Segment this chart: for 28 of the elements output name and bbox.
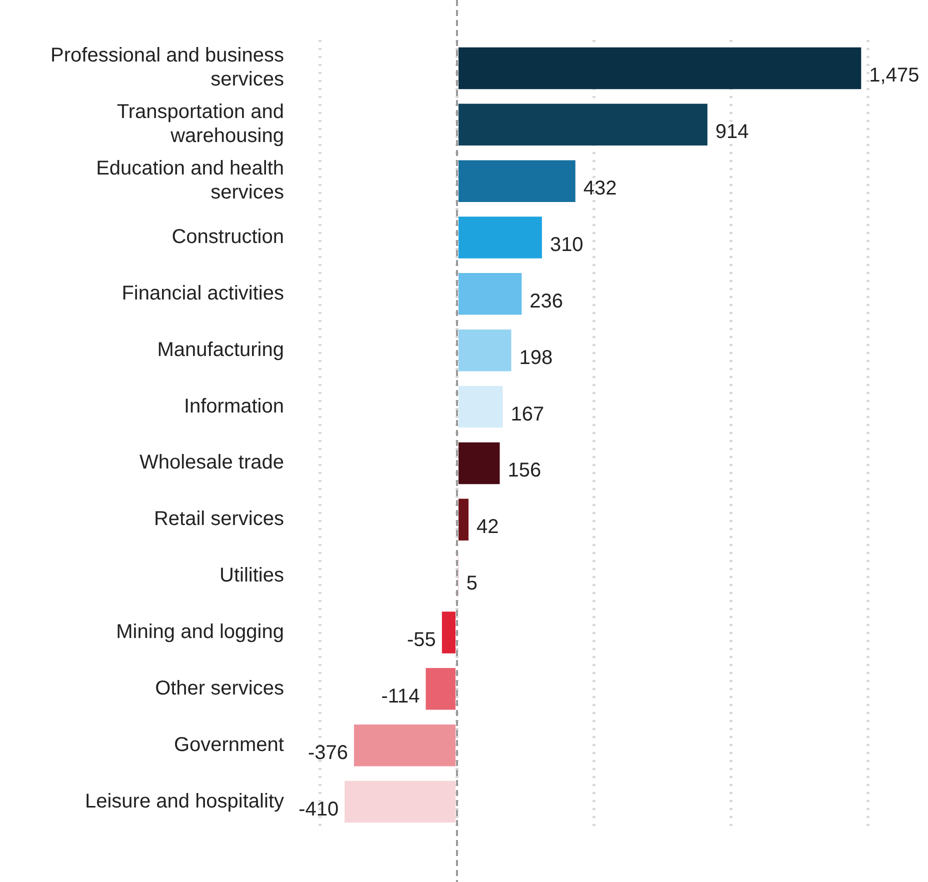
data-label: 432 [583, 178, 617, 200]
y-tick-label: Wholesale trade [139, 452, 284, 474]
data-label: 198 [519, 346, 553, 369]
y-tick-label: Professional and business services [50, 44, 284, 91]
data-label: -114 [381, 685, 420, 708]
y-tick-label: Utilities [220, 564, 284, 587]
y-tick-label: Information [184, 395, 284, 418]
data-label: 5 [466, 572, 478, 595]
data-label: 167 [510, 403, 544, 426]
data-label: -376 [308, 742, 348, 764]
data-label: 310 [550, 234, 584, 256]
data-label: 156 [508, 460, 542, 482]
y-tick-label: Construction [172, 226, 284, 248]
data-label: 236 [530, 290, 564, 312]
data-label: 1,475 [869, 64, 920, 87]
y-tick-label: Leisure and hospitality [84, 790, 284, 812]
y-tick-label: Financial activities [122, 282, 284, 304]
y-tick-label: Government [174, 734, 284, 756]
y-tick-label: Retail services [154, 508, 284, 530]
data-label: 42 [476, 516, 499, 538]
y-tick-label: Education and health services [96, 158, 284, 204]
y-tick-label: Other services [155, 677, 284, 700]
data-label: 914 [715, 121, 749, 144]
y-tick-label: Mining and logging [116, 621, 284, 644]
y-tick-label: Transportation and warehousing [116, 101, 284, 148]
data-label: -55 [407, 629, 436, 652]
data-label: -410 [298, 798, 339, 820]
y-tick-label: Manufacturing [157, 338, 284, 361]
